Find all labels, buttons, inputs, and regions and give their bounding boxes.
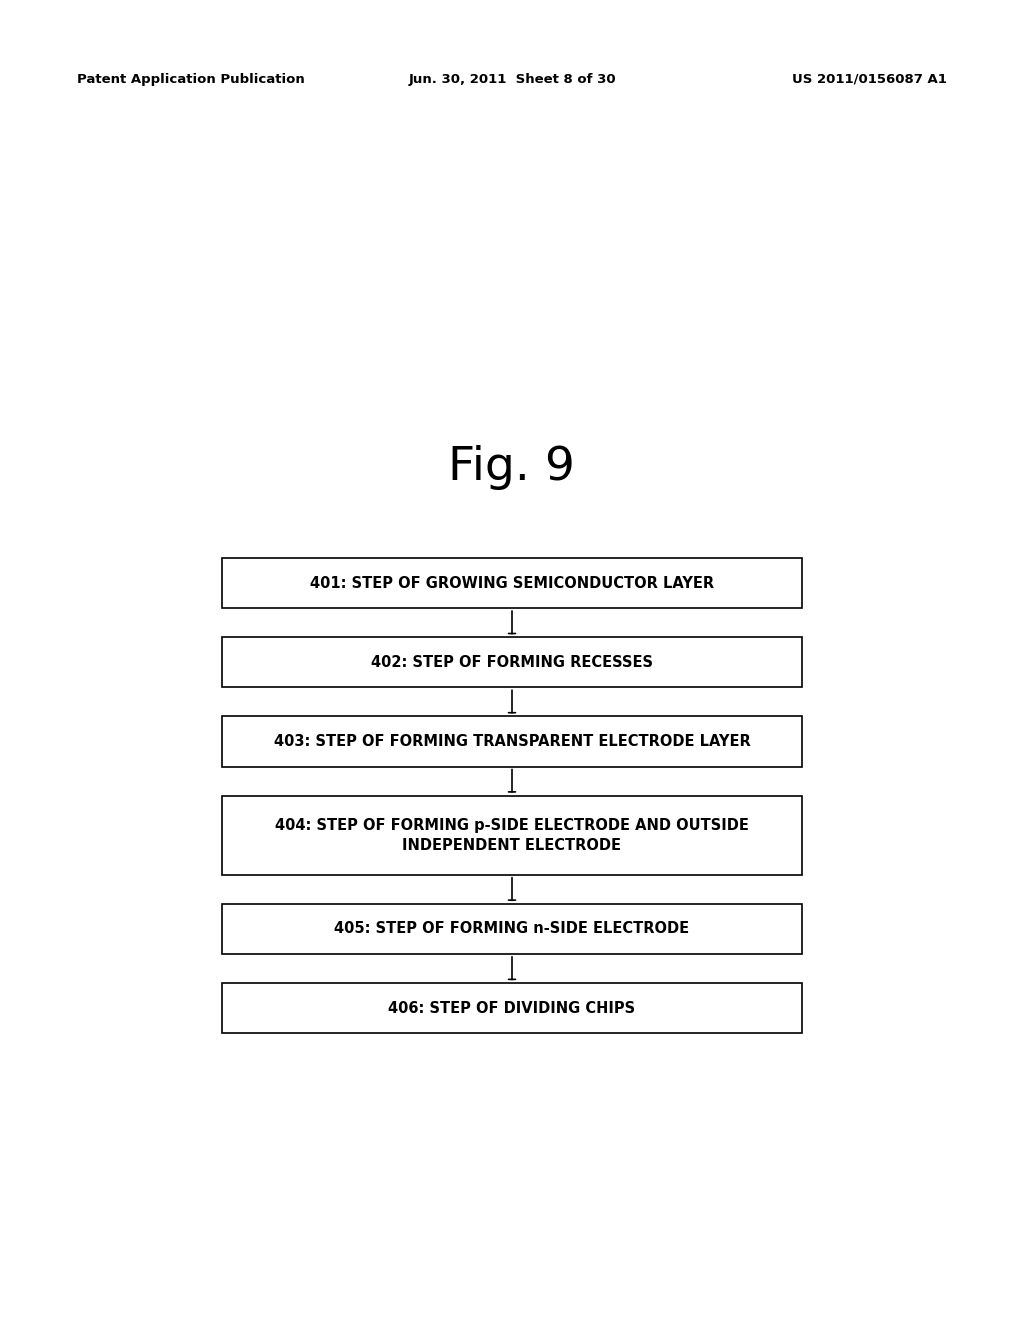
Text: 404: STEP OF FORMING p-SIDE ELECTRODE AND OUTSIDE
INDEPENDENT ELECTRODE: 404: STEP OF FORMING p-SIDE ELECTRODE AN… xyxy=(275,818,749,853)
FancyBboxPatch shape xyxy=(222,904,802,954)
Text: Fig. 9: Fig. 9 xyxy=(449,445,575,491)
FancyBboxPatch shape xyxy=(222,558,802,609)
FancyBboxPatch shape xyxy=(222,717,802,767)
Text: Jun. 30, 2011  Sheet 8 of 30: Jun. 30, 2011 Sheet 8 of 30 xyxy=(409,73,615,86)
Text: 405: STEP OF FORMING n-SIDE ELECTRODE: 405: STEP OF FORMING n-SIDE ELECTRODE xyxy=(335,921,689,936)
FancyBboxPatch shape xyxy=(222,638,802,688)
Text: 401: STEP OF GROWING SEMICONDUCTOR LAYER: 401: STEP OF GROWING SEMICONDUCTOR LAYER xyxy=(310,576,714,590)
FancyBboxPatch shape xyxy=(222,983,802,1034)
Text: 406: STEP OF DIVIDING CHIPS: 406: STEP OF DIVIDING CHIPS xyxy=(388,1001,636,1015)
FancyBboxPatch shape xyxy=(222,796,802,875)
Text: 402: STEP OF FORMING RECESSES: 402: STEP OF FORMING RECESSES xyxy=(371,655,653,669)
Text: 403: STEP OF FORMING TRANSPARENT ELECTRODE LAYER: 403: STEP OF FORMING TRANSPARENT ELECTRO… xyxy=(273,734,751,748)
Text: Patent Application Publication: Patent Application Publication xyxy=(77,73,304,86)
Text: US 2011/0156087 A1: US 2011/0156087 A1 xyxy=(793,73,947,86)
